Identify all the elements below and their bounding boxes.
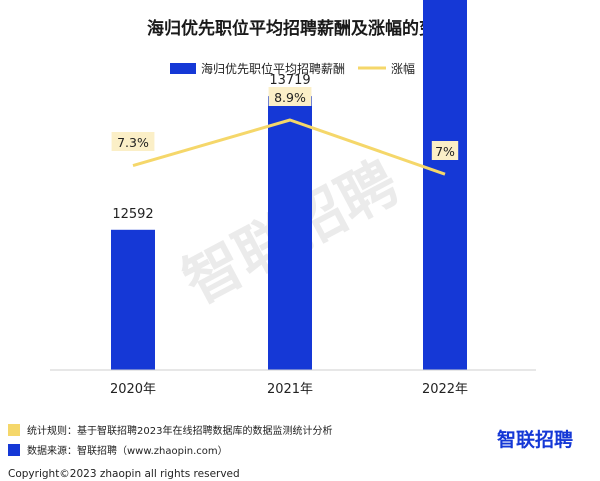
rate-label: 7.3% xyxy=(111,132,155,151)
x-tick-label: 2022年 xyxy=(422,382,468,397)
bar-value-label: 13719 xyxy=(269,73,310,88)
notes: 统计规则：基于智联招聘2023年在线招聘数据库的数据监测统计分析 数据来源：智联… xyxy=(8,424,332,457)
rate-label: 8.9% xyxy=(268,87,312,106)
chart-title: 海归优先职位平均招聘薪酬及涨幅的变化 xyxy=(147,18,453,39)
rate-line: 7.3% 8.9% 7% xyxy=(111,87,459,176)
note-source-text: 数据来源：智联招聘（www.zhaopin.com） xyxy=(27,444,228,457)
rate-label-bg xyxy=(431,141,459,160)
rate-line-path xyxy=(132,118,446,176)
rate-label: 7% xyxy=(431,141,459,160)
note-source-swatch xyxy=(8,444,20,456)
bar-2020年 xyxy=(111,229,155,370)
copyright-text: Copyright©2023 zhaopin all rights reserv… xyxy=(8,468,240,480)
legend: 海归优先职位平均招聘薪酬 涨幅 xyxy=(170,61,415,76)
rate-label-text: 8.9% xyxy=(274,90,306,105)
rate-label-text: 7.3% xyxy=(117,135,149,150)
note-rule-swatch xyxy=(8,424,20,436)
note-rule-text: 统计规则：基于智联招聘2023年在线招聘数据库的数据监测统计分析 xyxy=(27,424,332,437)
bars: 125921371914680 xyxy=(111,0,467,371)
x-tick-label: 2020年 xyxy=(110,382,156,397)
legend-bar-label: 海归优先职位平均招聘薪酬 xyxy=(201,61,345,76)
bar-value-label: 12592 xyxy=(112,207,153,222)
legend-line-label: 涨幅 xyxy=(391,61,415,76)
brand-logo-text: 智联招聘 xyxy=(497,428,573,451)
x-axis-ticks: 2020年 2021年 2022年 xyxy=(110,382,468,397)
bar-2022年 xyxy=(423,0,467,370)
rate-label-bg xyxy=(268,87,312,106)
rate-label-text: 7% xyxy=(435,144,455,159)
bar-2021年 xyxy=(268,96,312,371)
brand-logo: 智联招聘 xyxy=(497,428,573,451)
rate-label-bg xyxy=(111,132,155,151)
legend-bar-swatch xyxy=(170,63,196,74)
x-tick-label: 2021年 xyxy=(267,382,313,397)
